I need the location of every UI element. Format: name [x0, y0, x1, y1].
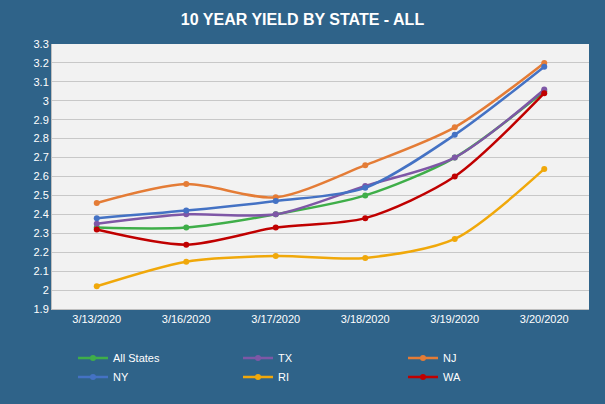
svg-text:All States: All States [113, 352, 160, 364]
svg-text:3/20/2020: 3/20/2020 [520, 313, 569, 325]
svg-text:2.9: 2.9 [34, 114, 49, 126]
svg-text:1.9: 1.9 [34, 303, 49, 315]
svg-text:3.1: 3.1 [34, 76, 49, 88]
svg-text:2.1: 2.1 [34, 265, 49, 277]
svg-text:WA: WA [443, 371, 461, 383]
svg-text:2: 2 [43, 284, 49, 296]
svg-text:3/17/2020: 3/17/2020 [251, 313, 300, 325]
svg-text:TX: TX [278, 352, 293, 364]
svg-text:3/18/2020: 3/18/2020 [341, 313, 390, 325]
svg-text:3/13/2020: 3/13/2020 [72, 313, 121, 325]
svg-text:NY: NY [113, 371, 129, 383]
svg-text:2.4: 2.4 [34, 208, 49, 220]
svg-text:RI: RI [278, 371, 289, 383]
svg-text:3.3: 3.3 [34, 38, 49, 50]
svg-text:10 YEAR YIELD BY STATE - ALL: 10 YEAR YIELD BY STATE - ALL [181, 11, 425, 28]
svg-text:2.2: 2.2 [34, 246, 49, 258]
svg-text:2.5: 2.5 [34, 189, 49, 201]
svg-text:2.6: 2.6 [34, 170, 49, 182]
svg-text:3/16/2020: 3/16/2020 [162, 313, 211, 325]
svg-text:2.3: 2.3 [34, 227, 49, 239]
svg-text:2.7: 2.7 [34, 151, 49, 163]
svg-text:3: 3 [43, 95, 49, 107]
svg-text:3.2: 3.2 [34, 57, 49, 69]
svg-text:2.8: 2.8 [34, 132, 49, 144]
svg-text:NJ: NJ [443, 352, 456, 364]
svg-text:3/19/2020: 3/19/2020 [430, 313, 479, 325]
